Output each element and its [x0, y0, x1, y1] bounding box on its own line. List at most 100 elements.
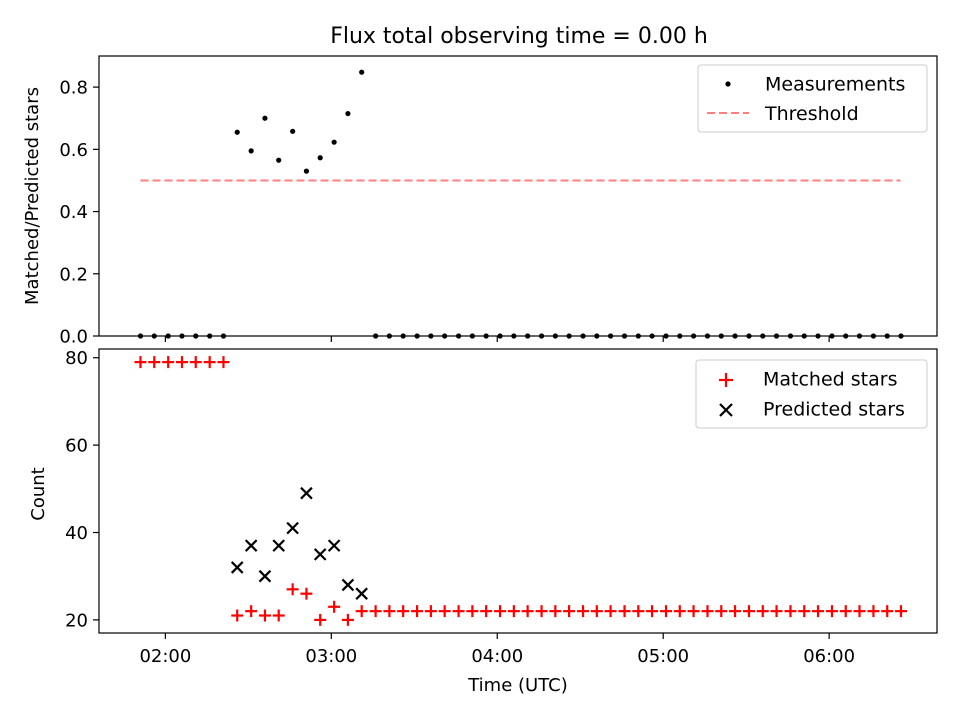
- matched-star-point: [742, 605, 755, 618]
- top-legend: Measurements Threshold: [697, 64, 928, 133]
- bottom-marks: [134, 356, 907, 626]
- matched-star-point: [369, 605, 382, 618]
- top-y-tick-label: 0.6: [59, 140, 88, 161]
- matched-star-point: [618, 605, 631, 618]
- top-y-tick-label: 0.4: [59, 202, 88, 223]
- matched-star-point: [632, 605, 645, 618]
- matched-star-point: [300, 587, 313, 600]
- matched-star-point: [162, 356, 175, 369]
- predicted-star-point: [244, 539, 258, 552]
- bottom-y-tick-label: 40: [65, 523, 88, 544]
- matched-star-point: [494, 605, 507, 618]
- measurement-point: [303, 168, 310, 174]
- x-tick-label: 05:00: [637, 646, 689, 667]
- matched-star-point: [894, 605, 907, 618]
- matched-star-point: [286, 583, 299, 596]
- bottom-y-tick-label: 80: [65, 348, 88, 369]
- matched-star-point: [701, 605, 714, 618]
- predicted-star-point: [327, 539, 341, 552]
- measurement-point: [234, 129, 240, 135]
- bottom-y-ticks: 20 40 60 80: [65, 348, 99, 631]
- matched-star-point: [839, 605, 852, 618]
- predicted-star-point: [286, 521, 299, 535]
- measurement-point: [262, 115, 268, 121]
- measurement-point: [317, 155, 323, 161]
- matched-star-point: [563, 605, 576, 618]
- matched-star-point: [549, 605, 562, 618]
- measurement-point: [345, 110, 351, 117]
- top-y-tick-label: 0.8: [59, 78, 88, 99]
- top-axes-frame: [98, 55, 938, 337]
- matched-star-point: [770, 605, 783, 618]
- matched-star-point: [784, 605, 797, 618]
- matched-star-point: [646, 605, 659, 618]
- matched-star-point: [231, 609, 244, 622]
- legend-threshold-label: Threshold: [764, 103, 859, 125]
- chart-title: Flux total observing time = 0.00 h: [330, 24, 708, 49]
- legend-measurements-marker: [725, 81, 731, 87]
- matched-star-point: [258, 609, 271, 622]
- bottom-panel: 20 40 60 80 02:00 03:00 04:00 05:00 06:00 Count…: [28, 348, 938, 696]
- predicted-star-point: [355, 587, 368, 600]
- bottom-axes-frame: [98, 348, 938, 634]
- matched-star-point: [660, 605, 673, 618]
- bottom-y-tick-label: 20: [65, 610, 88, 631]
- matched-star-point: [134, 356, 147, 369]
- matched-star-point: [397, 605, 410, 618]
- measurement-point: [359, 69, 365, 75]
- predicted-star-point: [230, 561, 244, 574]
- top-y-tick-label: 0.2: [59, 264, 88, 285]
- matched-star-point: [867, 605, 880, 618]
- top-x-ticks: [164, 336, 830, 342]
- matched-star-point: [424, 605, 437, 618]
- matched-star-point: [355, 605, 368, 618]
- matched-star-point: [203, 356, 216, 369]
- top-y-tick-label: 0.0: [59, 327, 88, 348]
- matched-star-point: [452, 605, 465, 618]
- matched-star-point: [272, 609, 285, 622]
- matched-star-point: [798, 605, 811, 618]
- matched-star-point: [480, 605, 493, 618]
- predicted-star-point: [300, 486, 313, 500]
- matched-star-point: [687, 605, 700, 618]
- matched-star-point: [521, 605, 534, 618]
- top-legend-box: [697, 64, 928, 133]
- x-tick-label: 02:00: [139, 646, 191, 667]
- measurement-point: [331, 139, 337, 145]
- bottom-legend: Matched stars Predicted stars: [695, 359, 928, 429]
- matched-star-point: [466, 605, 479, 618]
- x-axis-label: Time (UTC): [467, 675, 568, 696]
- measurement-point: [290, 128, 296, 134]
- matched-star-point: [328, 600, 341, 613]
- matched-star-point: [507, 605, 520, 618]
- matched-star-point: [535, 605, 548, 618]
- legend-matched-marker: [719, 373, 733, 387]
- matched-star-point: [812, 605, 825, 618]
- bottom-y-tick-label: 60: [65, 436, 88, 457]
- x-tick-label: 03:00: [305, 646, 357, 667]
- bottom-y-axis-label: Count: [28, 467, 49, 520]
- measurement-point: [276, 157, 282, 163]
- predicted-star-point: [341, 578, 355, 592]
- x-tick-label: 04:00: [471, 646, 523, 667]
- matched-star-point: [245, 605, 258, 618]
- top-y-axis-label: Matched/Predicted stars: [22, 87, 43, 305]
- matched-star-point: [148, 356, 161, 369]
- measurement-point: [248, 148, 254, 154]
- matched-star-point: [881, 605, 894, 618]
- bottom-x-ticks: 02:00 03:00 04:00 05:00 06:00: [139, 633, 855, 667]
- matched-star-point: [590, 605, 603, 618]
- matched-star-point: [853, 605, 866, 618]
- legend-predicted-label: Predicted stars: [763, 399, 905, 421]
- matched-star-point: [314, 613, 327, 626]
- matched-star-point: [189, 356, 202, 369]
- matched-star-point: [411, 605, 424, 618]
- matched-star-point: [577, 605, 590, 618]
- matched-star-point: [756, 605, 769, 618]
- predicted-star-point: [272, 539, 285, 552]
- top-panel: 0.00.20.40.60.8 Matched/Predicted stars …: [22, 55, 938, 348]
- matched-star-point: [341, 613, 354, 626]
- matched-star-point: [383, 605, 396, 618]
- legend-matched-label: Matched stars: [763, 369, 897, 391]
